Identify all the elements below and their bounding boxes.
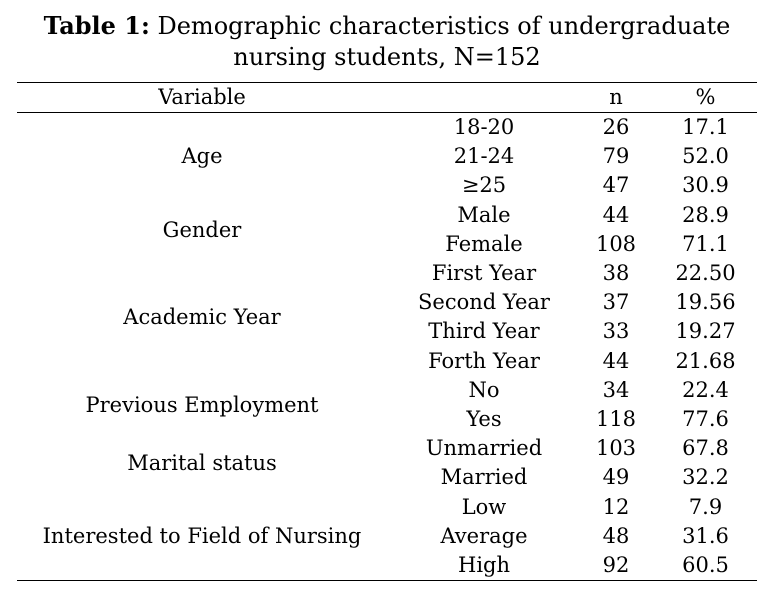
category-cell: Married bbox=[440, 465, 528, 490]
percent-cell: 22.50 bbox=[675, 261, 736, 285]
table-row: Average 48 31.6 bbox=[0, 522, 774, 551]
count-cell: 49 bbox=[602, 465, 630, 490]
table-row: Forth Year 44 21.68 bbox=[0, 347, 774, 376]
category-cell: Forth Year bbox=[428, 348, 540, 373]
table-bottom-rule bbox=[17, 580, 757, 581]
variable-group-label: Age bbox=[181, 144, 223, 168]
count-cell: 37 bbox=[602, 290, 630, 315]
count-cell: 33 bbox=[602, 319, 630, 344]
count-cell: 92 bbox=[602, 553, 630, 577]
category-cell: Female bbox=[445, 231, 523, 256]
count-cell: 44 bbox=[602, 202, 630, 227]
percent-cell: 30.9 bbox=[682, 173, 729, 198]
category-cell: Third Year bbox=[428, 319, 540, 344]
count-cell: 38 bbox=[602, 261, 630, 285]
header-variable: Variable bbox=[158, 85, 246, 109]
caption-line-2: nursing students, N=152 bbox=[233, 43, 541, 71]
variable-group-label: Previous Employment bbox=[85, 392, 319, 417]
category-cell: Low bbox=[461, 494, 507, 519]
count-cell: 118 bbox=[595, 407, 637, 431]
count-cell: 47 bbox=[602, 173, 630, 198]
table-row: Third Year 33 19.27 bbox=[0, 317, 774, 346]
header-n: n bbox=[609, 85, 623, 109]
percent-cell: 22.4 bbox=[682, 377, 729, 402]
variable-group-label: Academic Year bbox=[123, 305, 281, 329]
table-row: Low 12 7.9 bbox=[0, 493, 774, 522]
table-row: Female 108 71.1 bbox=[0, 230, 774, 259]
percent-cell: 60.5 bbox=[682, 553, 729, 577]
category-cell: Unmarried bbox=[425, 436, 543, 461]
table-body: 18-20 26 17.1 21-24 79 52.0 ≥25 47 30.9 Age Male 44… bbox=[0, 113, 774, 580]
table-row: Married 49 32.2 bbox=[0, 463, 774, 492]
percent-cell: 52.0 bbox=[682, 144, 729, 169]
percent-cell: 71.1 bbox=[682, 231, 729, 256]
count-cell: 34 bbox=[602, 377, 630, 402]
count-cell: 103 bbox=[595, 436, 637, 461]
table-row: Yes 118 77.6 bbox=[0, 405, 774, 434]
table-row: 18-20 26 17.1 bbox=[0, 113, 774, 142]
category-cell: Second Year bbox=[418, 290, 550, 315]
table-row: ≥25 47 30.9 bbox=[0, 171, 774, 200]
percent-cell: 28.9 bbox=[682, 202, 729, 227]
table-row: Male 44 28.9 bbox=[0, 201, 774, 230]
category-cell: Yes bbox=[466, 407, 502, 431]
caption-title-part-1: Demographic characteristics of undergrad… bbox=[149, 12, 731, 40]
table-header-row: Variable n % bbox=[0, 83, 774, 112]
category-cell: First Year bbox=[431, 261, 537, 285]
count-cell: 26 bbox=[602, 115, 630, 139]
count-cell: 44 bbox=[602, 348, 630, 373]
caption-label: Table 1: bbox=[43, 11, 150, 40]
header-percent: % bbox=[695, 85, 716, 109]
variable-group-label: Gender bbox=[162, 217, 242, 242]
category-cell: Average bbox=[440, 523, 528, 548]
count-cell: 79 bbox=[602, 144, 630, 169]
category-cell: 21-24 bbox=[453, 144, 515, 169]
percent-cell: 32.2 bbox=[682, 465, 729, 490]
table-header-rule bbox=[17, 112, 757, 113]
table-row: First Year 38 22.50 bbox=[0, 259, 774, 288]
category-cell: ≥25 bbox=[461, 173, 507, 198]
table-caption: Table 1: Demographic characteristics of … bbox=[0, 10, 774, 73]
percent-cell: 67.8 bbox=[682, 436, 729, 461]
count-cell: 108 bbox=[595, 231, 637, 256]
percent-cell: 21.68 bbox=[675, 348, 736, 373]
category-cell: No bbox=[468, 377, 500, 402]
variable-group-label: Interested to Field of Nursing bbox=[42, 523, 362, 548]
table-top-rule bbox=[17, 82, 757, 83]
percent-cell: 19.27 bbox=[675, 319, 736, 344]
category-cell: Male bbox=[457, 202, 511, 227]
count-cell: 12 bbox=[602, 494, 630, 519]
caption-line-1: Table 1: Demographic characteristics of … bbox=[0, 10, 774, 42]
variable-group-label: Marital status bbox=[127, 451, 277, 476]
table-row: High 92 60.5 bbox=[0, 551, 774, 580]
percent-cell: 31.6 bbox=[682, 523, 729, 548]
table-row: Unmarried 103 67.8 bbox=[0, 434, 774, 463]
table-row: Second Year 37 19.56 bbox=[0, 288, 774, 317]
percent-cell: 77.6 bbox=[682, 407, 729, 431]
percent-cell: 17.1 bbox=[682, 115, 729, 139]
percent-cell: 7.9 bbox=[688, 494, 723, 519]
percent-cell: 19.56 bbox=[675, 290, 736, 315]
category-cell: High bbox=[458, 553, 510, 577]
count-cell: 48 bbox=[602, 523, 630, 548]
category-cell: 18-20 bbox=[453, 115, 515, 139]
table-row: No 34 22.4 bbox=[0, 376, 774, 405]
table-row: 21-24 79 52.0 bbox=[0, 142, 774, 171]
